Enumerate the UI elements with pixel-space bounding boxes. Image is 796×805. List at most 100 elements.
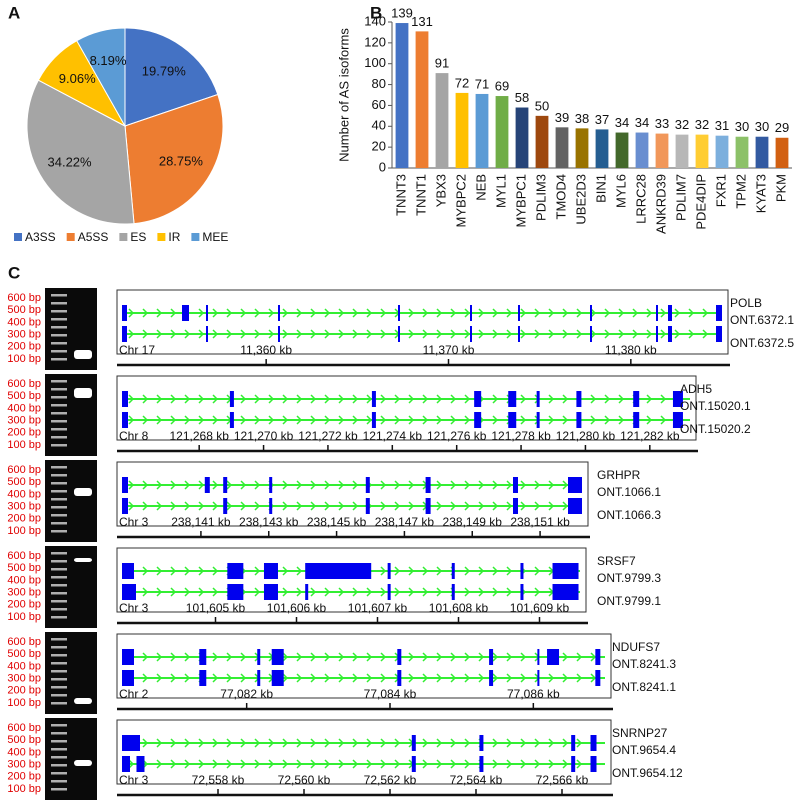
data-label: 34 [635,115,649,130]
bar [415,31,429,169]
track-box [116,289,729,355]
ladder-label: 600 bp [7,378,41,390]
data-label: 8.19% [90,53,127,68]
ladder-label: 200 bp [7,685,41,697]
exon [122,670,134,686]
exon [229,412,234,428]
scale-label: 121,272 kb [298,429,358,443]
scale-label: 11,370 kb [423,343,475,357]
data-label: 37 [595,112,609,127]
ladder-band [51,490,67,493]
x-tick-label: LRRC28 [633,174,648,224]
strand-arrows [128,394,681,404]
exon [305,563,372,579]
exon [122,649,134,665]
ladder-band [51,662,67,665]
exon [371,412,376,428]
bar [635,132,649,168]
sample-band [74,350,92,359]
ladder-band [51,482,67,485]
ladder-label: 100 bp [7,525,41,537]
ladder-band [51,788,67,791]
legend-swatch [191,233,200,241]
scale-label: 101,606 kb [267,601,327,615]
ladder-label: 300 bp [7,329,41,341]
exon [227,584,244,600]
ladder-label: 300 bp [7,415,41,427]
exon [411,756,416,772]
ladder-band [51,568,67,571]
exon [508,412,517,428]
ladder-label: 300 bp [7,673,41,685]
ladder-label: 500 bp [7,304,41,316]
exon [122,756,130,772]
y-tick-label: 20 [372,139,386,154]
scale-label: 72,564 kb [450,773,503,787]
ladder-band [51,388,67,391]
ladder-label: 600 bp [7,722,41,734]
y-tick-label: 80 [372,76,386,91]
track-box [116,633,612,699]
ladder-band [51,552,67,555]
exon [122,498,128,514]
data-label: 30 [755,119,769,134]
ladder-band [51,608,67,611]
exon [537,649,540,665]
chrom-label: Chr 17 [119,343,155,357]
track-box [116,375,697,441]
exon [257,670,261,686]
bar [675,134,689,168]
pie-slice [26,79,135,225]
ladder-band [51,474,67,477]
ladder-band [51,686,67,689]
exon [199,670,207,686]
data-label: 29 [775,120,789,135]
ladder-label: 400 bp [7,402,41,414]
data-label: 139 [391,5,413,20]
exon [576,412,582,428]
scale-label: 77,086 kb [507,687,560,701]
isoform-label: ONT.9654.12 [612,766,683,780]
scale-label: 101,607 kb [348,601,408,615]
exon [411,735,416,751]
ladder-band [51,294,67,297]
y-tick-label: 0 [379,159,386,174]
x-tick-label: TMOD4 [553,174,568,220]
exon [537,670,540,686]
isoform-label: ONT.1066.3 [597,508,661,522]
sample-band [74,698,92,704]
exon [122,477,128,493]
x-tick-label: YBX3 [433,174,448,207]
ladder-band [51,592,67,595]
panel-label: A [8,3,20,22]
bar [735,136,749,168]
gene-name: POLB [730,296,762,310]
exon [568,498,582,514]
exon [474,391,482,407]
ladder-band [51,522,67,525]
x-tick-label: PDE4DIP [693,174,708,230]
x-tick-label: PDLIM3 [533,174,548,221]
exon [122,326,127,342]
ladder-band [51,732,67,735]
scale-label: 101,605 kb [186,601,246,615]
ladder-band [51,342,67,345]
exon [387,584,391,600]
track-box [116,547,587,613]
ladder-label: 400 bp [7,746,41,758]
exon [595,670,601,686]
ladder-band [51,600,67,603]
ladder-label: 600 bp [7,636,41,648]
scale-label: 72,560 kb [278,773,331,787]
ladder-label: 200 bp [7,341,41,353]
ladder-label: 100 bp [7,783,41,795]
x-tick-label: PDLIM7 [673,174,688,221]
scale-label: 77,084 kb [364,687,417,701]
bar [555,127,569,168]
exon [425,477,431,493]
ladder-label: 400 bp [7,574,41,586]
ladder-band [51,638,67,641]
legend-label: IR [168,230,180,244]
legend-swatch [157,233,166,241]
bar [715,135,729,168]
